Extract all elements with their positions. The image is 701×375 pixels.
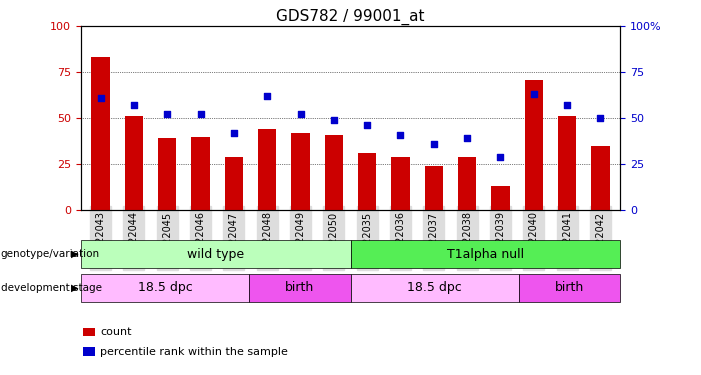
Point: [461, 135, 472, 141]
Text: ▶: ▶: [72, 249, 79, 259]
Point: [428, 141, 440, 147]
Text: ▶: ▶: [72, 283, 79, 293]
Point: [95, 95, 107, 101]
Text: birth: birth: [555, 281, 585, 294]
Text: percentile rank within the sample: percentile rank within the sample: [100, 347, 288, 357]
Bar: [81, 274, 250, 302]
Bar: [350, 240, 620, 268]
Bar: [250, 274, 350, 302]
Bar: [524, 80, 543, 210]
Bar: [258, 129, 276, 210]
Bar: [81, 240, 350, 268]
Bar: [191, 136, 210, 210]
Point: [362, 123, 373, 129]
Bar: [292, 133, 310, 210]
Bar: [158, 138, 177, 210]
Title: GDS782 / 99001_at: GDS782 / 99001_at: [276, 9, 425, 25]
Point: [395, 132, 406, 138]
Point: [261, 93, 273, 99]
Text: genotype/variation: genotype/variation: [1, 249, 100, 259]
Point: [128, 102, 139, 108]
Bar: [391, 157, 409, 210]
Text: development stage: development stage: [1, 283, 102, 293]
Text: 18.5 dpc: 18.5 dpc: [137, 281, 192, 294]
Bar: [91, 57, 110, 210]
Point: [295, 111, 306, 117]
Bar: [350, 274, 519, 302]
Bar: [325, 135, 343, 210]
Point: [162, 111, 173, 117]
Point: [328, 117, 339, 123]
Point: [495, 154, 506, 160]
Bar: [591, 146, 610, 210]
Text: 18.5 dpc: 18.5 dpc: [407, 281, 462, 294]
Point: [562, 102, 573, 108]
Point: [229, 130, 240, 136]
Text: T1alpha null: T1alpha null: [447, 248, 524, 261]
Bar: [519, 274, 620, 302]
Bar: [491, 186, 510, 210]
Bar: [125, 116, 143, 210]
Text: wild type: wild type: [187, 248, 244, 261]
Bar: [458, 157, 476, 210]
Bar: [425, 166, 443, 210]
Bar: [358, 153, 376, 210]
Point: [528, 91, 539, 97]
Point: [594, 115, 606, 121]
Text: birth: birth: [285, 281, 315, 294]
Text: count: count: [100, 327, 132, 337]
Bar: [558, 116, 576, 210]
Point: [195, 111, 206, 117]
Bar: [225, 157, 243, 210]
